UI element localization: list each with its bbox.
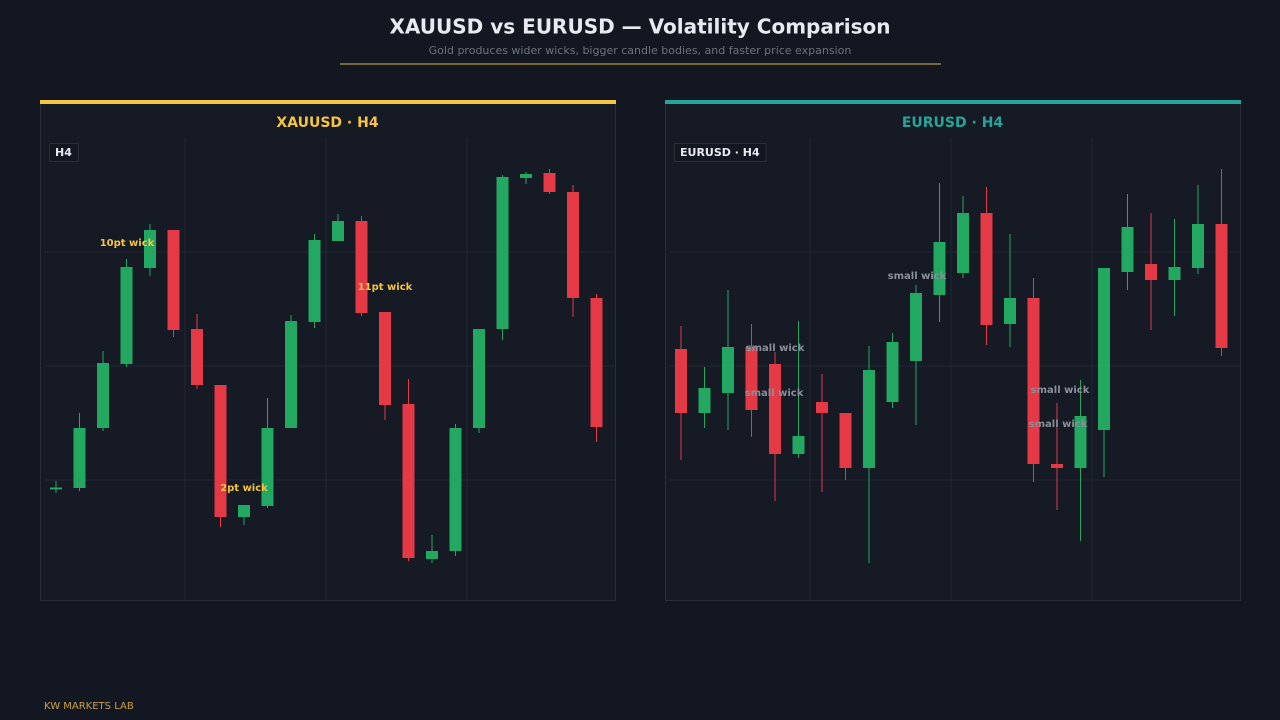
- candle-body: [722, 347, 734, 393]
- candle-body: [308, 240, 321, 322]
- candle-body: [1168, 267, 1181, 280]
- candle-body: [261, 428, 274, 506]
- candle-body: [50, 487, 62, 490]
- panel: [40, 103, 616, 601]
- candle-body: [886, 342, 899, 402]
- badge-box: [49, 143, 79, 162]
- candle-body: [1074, 416, 1087, 468]
- panel-title: EURUSD · H4: [902, 115, 1004, 131]
- panel-accent: [40, 100, 616, 104]
- candle-body: [933, 242, 946, 295]
- annotation: 10pt wick: [100, 238, 155, 249]
- annotation: 11pt wick: [358, 282, 413, 293]
- candle-body: [1192, 224, 1204, 268]
- candle-body: [590, 298, 603, 427]
- footer: KW MARKETS LAB: [44, 701, 134, 712]
- candle-body: [167, 230, 180, 330]
- candle-body: [769, 364, 781, 454]
- candle-body: [1121, 227, 1134, 272]
- candle-body: [980, 213, 993, 325]
- candle-body: [97, 363, 109, 428]
- page-subtitle: Gold produces wider wicks, bigger candle…: [429, 44, 852, 57]
- candle-body: [1215, 224, 1228, 348]
- candle-body: [402, 404, 415, 558]
- panel: [665, 103, 1241, 601]
- candle-body: [285, 321, 297, 428]
- candle-body: [1098, 268, 1110, 430]
- candle-body: [449, 428, 462, 551]
- candle-body: [238, 505, 250, 517]
- candle-body: [520, 174, 532, 178]
- candle-body: [863, 370, 875, 468]
- candle-body: [675, 349, 687, 413]
- annotation: 2pt wick: [220, 483, 268, 494]
- candle-body: [839, 413, 852, 468]
- panel-accent: [665, 100, 1241, 104]
- annotation: small wick: [1031, 385, 1090, 396]
- candle-body: [543, 173, 556, 192]
- annotation: small wick: [1029, 419, 1088, 430]
- candle-body: [745, 347, 758, 410]
- candle-body: [144, 230, 156, 268]
- candle-body: [1051, 464, 1063, 468]
- panel-title: XAUUSD · H4: [276, 115, 378, 131]
- annotation: small wick: [745, 388, 804, 399]
- candle-body: [567, 192, 579, 298]
- candle-body: [698, 388, 711, 413]
- candle-body: [332, 221, 344, 241]
- candle-body: [496, 177, 509, 329]
- annotation: small wick: [888, 271, 947, 282]
- candle-body: [1004, 298, 1016, 324]
- candle-body: [73, 428, 86, 488]
- badge-box: [674, 143, 767, 162]
- candle-body: [792, 436, 805, 454]
- timeframe-badge: H4: [55, 146, 72, 159]
- candle-body: [355, 221, 368, 313]
- candle-body: [191, 329, 203, 385]
- candle-body: [1027, 298, 1040, 464]
- candle-body: [120, 267, 133, 364]
- annotation: small wick: [746, 343, 805, 354]
- candle-body: [473, 329, 485, 428]
- candle-body: [426, 551, 438, 559]
- candle-body: [379, 312, 391, 405]
- page-title: XAUUSD vs EURUSD — Volatility Comparison: [390, 15, 891, 39]
- candle-body: [214, 385, 227, 517]
- candle-body: [1145, 264, 1157, 280]
- candle-body: [957, 213, 969, 273]
- candle-body: [910, 293, 922, 361]
- candle-body: [816, 402, 828, 413]
- timeframe-badge: EURUSD · H4: [680, 146, 760, 159]
